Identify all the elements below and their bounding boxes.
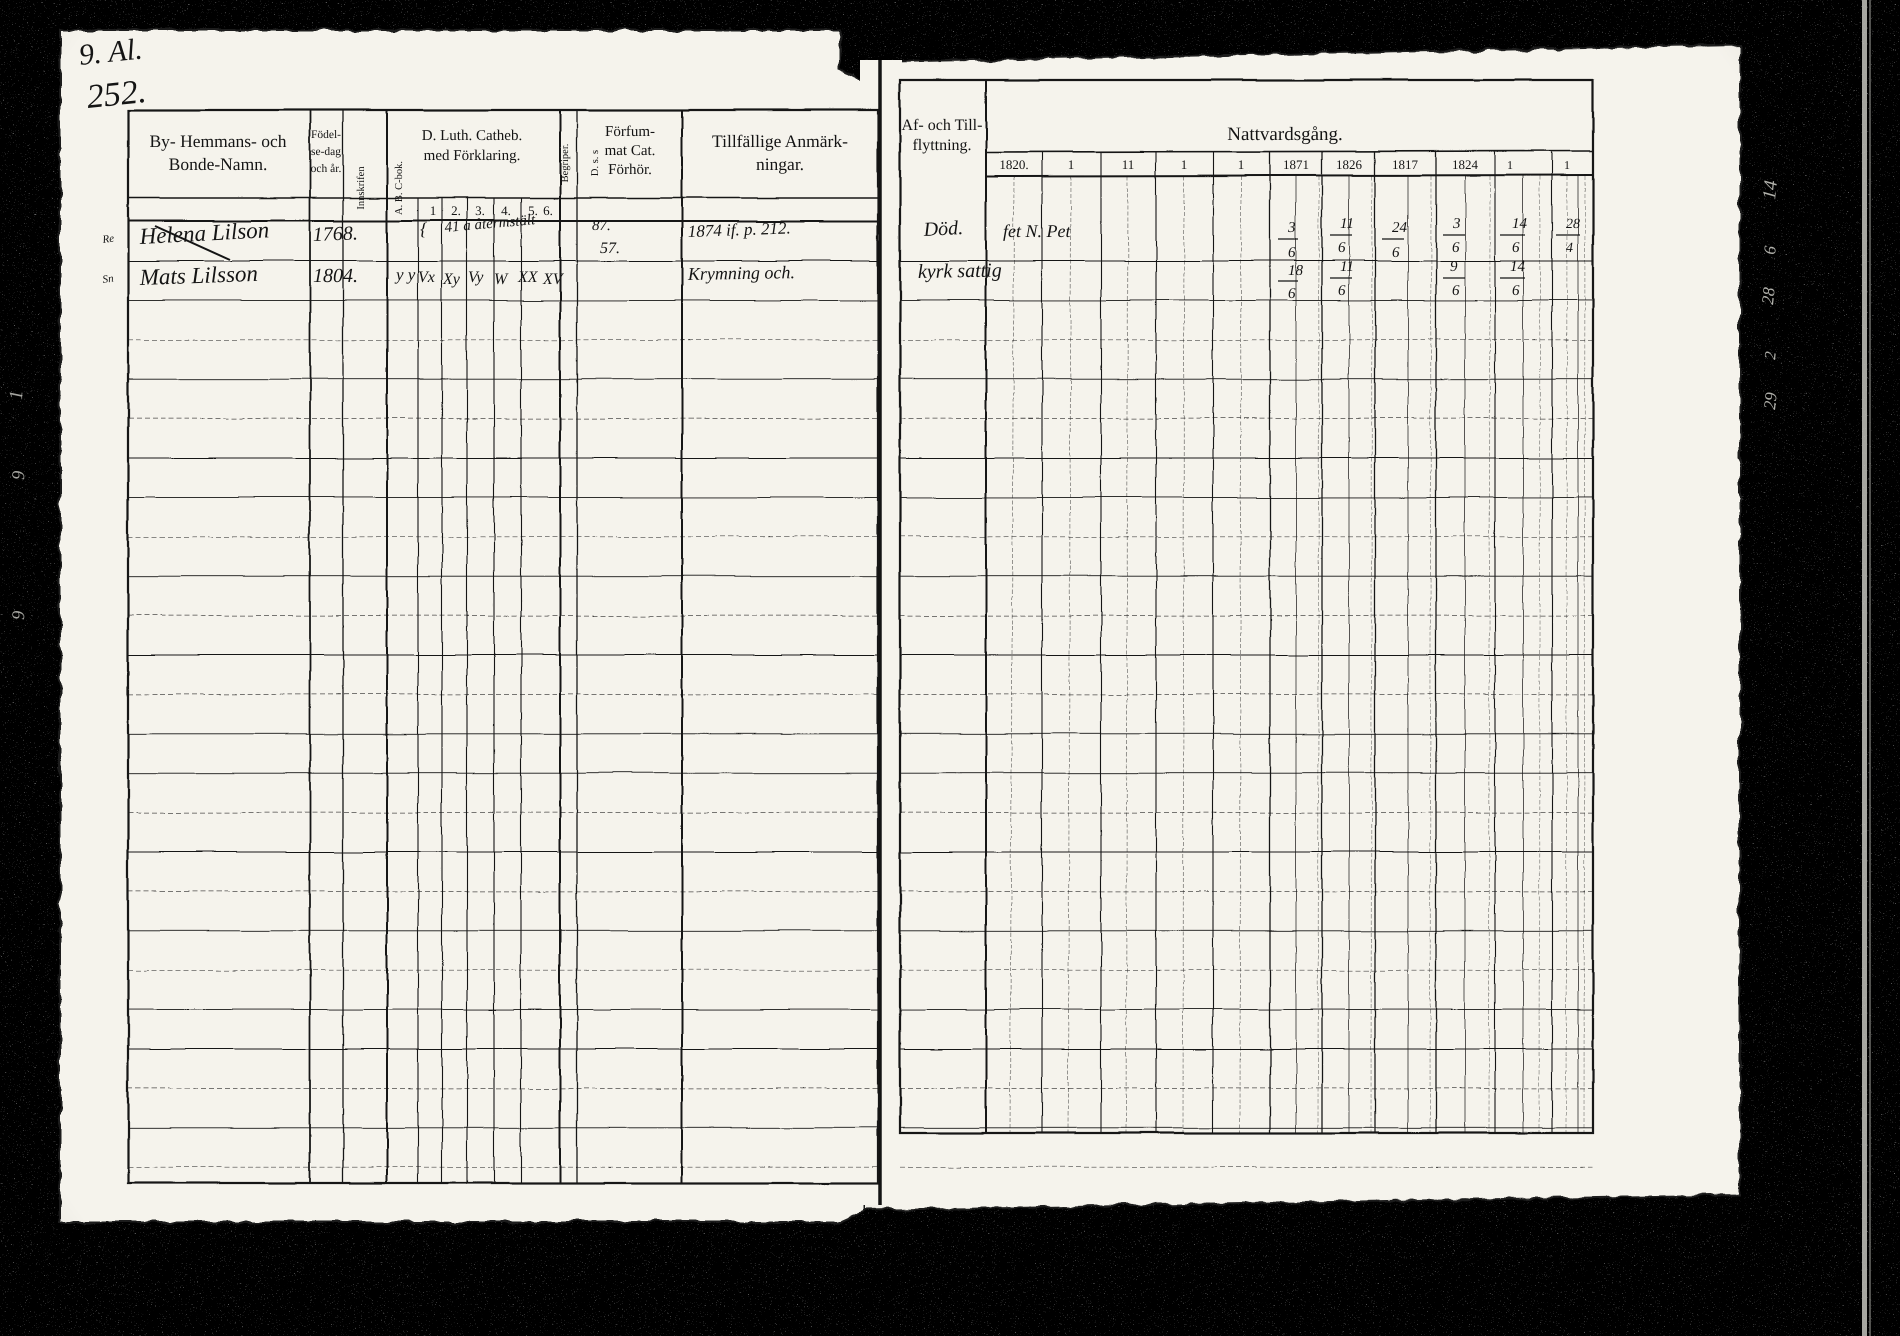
svg-text:252.: 252. [85, 73, 148, 116]
svg-text:9: 9 [8, 470, 28, 480]
svg-text:Mats Lilsson: Mats Lilsson [138, 261, 258, 290]
svg-text:kyrk sattig: kyrk sattig [918, 260, 1002, 283]
svg-text:6: 6 [1512, 240, 1520, 256]
svg-text:1804.: 1804. [313, 265, 358, 287]
svg-text:1874 if. p. 212.: 1874 if. p. 212. [687, 218, 791, 241]
svg-text:9. Al.: 9. Al. [77, 32, 144, 71]
svg-text:6: 6 [1392, 245, 1400, 261]
svg-text:6: 6 [1288, 245, 1296, 261]
svg-text:W: W [494, 271, 509, 288]
svg-text:6: 6 [1288, 286, 1296, 302]
svg-text:9: 9 [1450, 259, 1458, 275]
svg-text:Krymning och.: Krymning och. [687, 262, 795, 284]
svg-text:24: 24 [1392, 220, 1408, 236]
svg-text:14: 14 [1759, 179, 1782, 201]
svg-text:14: 14 [1512, 216, 1528, 232]
svg-text:28: 28 [1566, 217, 1580, 232]
svg-text:29: 29 [1760, 391, 1781, 410]
svg-text:57.: 57. [600, 240, 620, 257]
svg-text:18: 18 [1288, 263, 1304, 279]
svg-text:3: 3 [1287, 220, 1296, 236]
svg-text:28: 28 [1758, 286, 1779, 305]
svg-text:6: 6 [1760, 244, 1780, 255]
svg-text:6: 6 [1512, 283, 1520, 299]
svg-text:3: 3 [1452, 216, 1461, 232]
svg-text:Re: Re [101, 232, 115, 246]
svg-text:11: 11 [1340, 259, 1354, 275]
svg-text:Vy: Vy [468, 269, 484, 286]
svg-text:87.: 87. [592, 218, 611, 234]
svg-text:1768.: 1768. [312, 222, 358, 246]
svg-text:9: 9 [8, 610, 28, 620]
svg-text:Vx: Vx [418, 269, 435, 286]
svg-text:2: 2 [1762, 351, 1780, 361]
svg-text:Död.: Död. [922, 217, 964, 241]
svg-text:1: 1 [6, 390, 27, 400]
svg-text:Xy: Xy [442, 271, 461, 288]
svg-text:6: 6 [1338, 240, 1346, 256]
svg-text:{: { [420, 219, 428, 239]
svg-text:y y: y y [394, 265, 416, 284]
svg-text:4: 4 [1566, 241, 1573, 256]
svg-text:Sn: Sn [102, 272, 115, 285]
svg-text:6: 6 [1338, 283, 1346, 299]
svg-text:11: 11 [1340, 216, 1354, 232]
svg-text:XX: XX [517, 269, 539, 286]
svg-text:41 a återmstält: 41 a återmstält [444, 212, 537, 236]
svg-text:6: 6 [1452, 240, 1460, 256]
svg-text:XV: XV [542, 271, 565, 288]
svg-text:Helena Lilson: Helena Lilson [138, 217, 270, 249]
svg-text:fet N. Pet: fet N. Pet [1003, 221, 1071, 241]
svg-text:6: 6 [1452, 283, 1460, 299]
svg-text:14: 14 [1510, 259, 1526, 275]
